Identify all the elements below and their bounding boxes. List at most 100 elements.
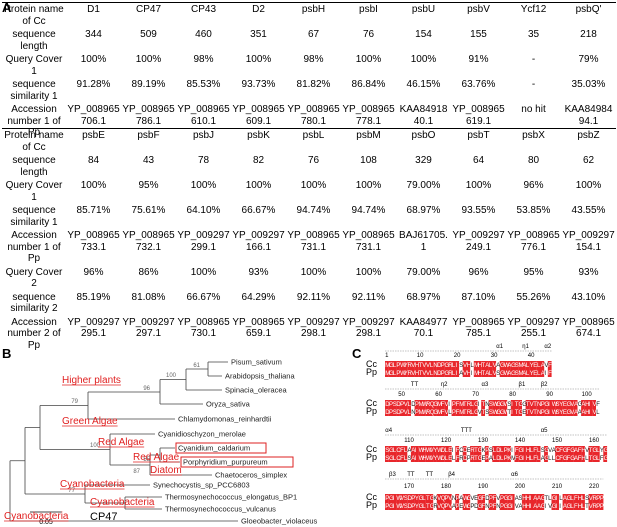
- identity-box: [536, 494, 541, 510]
- identity-box: [521, 494, 526, 510]
- header-cell: psbQ': [561, 2, 616, 28]
- header-cell: Protein name of Cc: [2, 2, 66, 28]
- table-row: Query Cover 1 100% 100% 98% 100% 98% 100% 100% 9…: [2, 53, 616, 78]
- identity-box: [470, 400, 474, 416]
- identity-box: [407, 494, 411, 510]
- identity-box: [414, 400, 419, 416]
- taxon-label: Cyanidium_caldarium: [178, 444, 250, 453]
- cell: 100%: [190, 180, 217, 191]
- identity-box: [403, 494, 408, 510]
- sequence: PGI WVSDPYGLTGRVQPVAPEWGPDGFNPFNPGGI VAHHI…: [385, 504, 604, 510]
- identity-box: [544, 400, 548, 416]
- cell: YP_008965674.1: [562, 316, 615, 340]
- identity-box: [414, 446, 419, 462]
- cell: 63.76%: [461, 79, 496, 90]
- identity-box: [385, 361, 389, 377]
- identity-box: [433, 446, 437, 462]
- identity-box: [525, 494, 530, 510]
- position-number: 200: [515, 484, 526, 490]
- identity-box: [470, 446, 474, 462]
- cell: 43.55%: [571, 205, 606, 216]
- identity-box: [447, 361, 452, 377]
- row-label: sequence length: [12, 29, 56, 52]
- cell: no hit: [521, 104, 546, 115]
- cell: 100%: [80, 54, 107, 65]
- identity-box: [447, 494, 452, 510]
- identity-box: [407, 400, 411, 416]
- cell: 85.19%: [76, 291, 111, 303]
- cell: YP_008965732.1: [122, 230, 175, 253]
- bootstrap-value: 79: [71, 399, 78, 405]
- cell: 100%: [300, 180, 327, 191]
- cell: 100%: [575, 180, 602, 191]
- identity-box: [484, 446, 489, 462]
- identity-box: [473, 446, 478, 462]
- identity-box: [407, 361, 411, 377]
- position-number: 10: [417, 353, 424, 359]
- header-cell: psbE: [66, 128, 121, 154]
- taxon-label: Thermosynechococcus_vulcanus: [165, 505, 276, 514]
- group-label: Diatom: [150, 465, 182, 476]
- position-number: 1: [385, 353, 389, 359]
- header-cell: D2: [231, 2, 286, 28]
- cell: 155: [470, 29, 487, 40]
- identity-box: [492, 446, 497, 462]
- position-number: 140: [515, 438, 526, 444]
- position-number: 190: [478, 484, 489, 490]
- tree-branches: [9, 361, 238, 522]
- identity-box: [436, 494, 441, 510]
- identity-box: [595, 494, 600, 510]
- panel-label: B: [2, 346, 11, 361]
- identity-box: [521, 446, 526, 462]
- identity-box: [592, 400, 596, 416]
- cell: KAA8498494.1: [564, 104, 613, 127]
- cell: 100%: [300, 266, 327, 278]
- cell: 86.84%: [351, 79, 386, 90]
- cell: 94.74%: [296, 205, 331, 216]
- table-row: sequence similarity 1 91.28% 89.19% 85.53% 9…: [2, 78, 616, 103]
- header-cell: psbF: [121, 128, 176, 154]
- identity-box: [525, 361, 530, 377]
- identity-box: [551, 400, 556, 416]
- structure-label: η1: [522, 344, 529, 350]
- cell: YP_008965730.1: [177, 316, 230, 340]
- cell: 100%: [190, 266, 217, 278]
- identity-box: [444, 494, 448, 510]
- identity-box: [481, 361, 485, 377]
- identity-box: [455, 494, 460, 510]
- sequence: SGLCFLAAI WHWVYWDLEI FCDERTGKPSLDLPKI FGI HL…: [385, 448, 608, 454]
- identity-box: [385, 494, 389, 510]
- sequence-name: Cc: [366, 398, 377, 408]
- position-number: 110: [404, 438, 414, 444]
- position-number: 60: [435, 392, 442, 398]
- cell: YP_008965731.1: [342, 230, 395, 253]
- identity-box: [399, 400, 404, 416]
- position-number: 50: [398, 392, 405, 398]
- identity-box: [403, 400, 408, 416]
- table-1: Protein name of Cc D1 CP47 CP43 D2 psbH psbI ps…: [2, 2, 616, 140]
- cell: 98%: [303, 54, 324, 65]
- header-cell: CP43: [176, 2, 231, 28]
- identity-box: [429, 361, 434, 377]
- row-label: Query Cover 1: [5, 180, 63, 203]
- identity-box: [403, 446, 408, 462]
- cell: 89.19%: [131, 79, 166, 90]
- identity-box: [588, 446, 593, 462]
- identity-box: [440, 494, 445, 510]
- identity-box: [422, 446, 426, 462]
- identity-box: [399, 494, 404, 510]
- cell: 55.26%: [516, 291, 551, 303]
- identity-box: [492, 361, 497, 377]
- identity-box: [396, 494, 400, 510]
- identity-box: [514, 446, 519, 462]
- cell: 80: [527, 155, 540, 166]
- identity-box: [547, 400, 552, 416]
- row-label: Accession number 1 of Pp: [7, 230, 61, 264]
- table-row: sequence similarity 1 85.71% 75.61% 64.10% 6…: [2, 204, 616, 229]
- sequence-name: Cc: [366, 492, 377, 502]
- panel-label: C: [352, 346, 362, 361]
- identity-box: [410, 446, 415, 462]
- sequence: SGLCFLSAI WHWVYWDLELFRDPRTGEPALDLPKMFGI HL…: [385, 456, 608, 462]
- identity-box: [385, 446, 389, 462]
- identity-box: [566, 400, 571, 416]
